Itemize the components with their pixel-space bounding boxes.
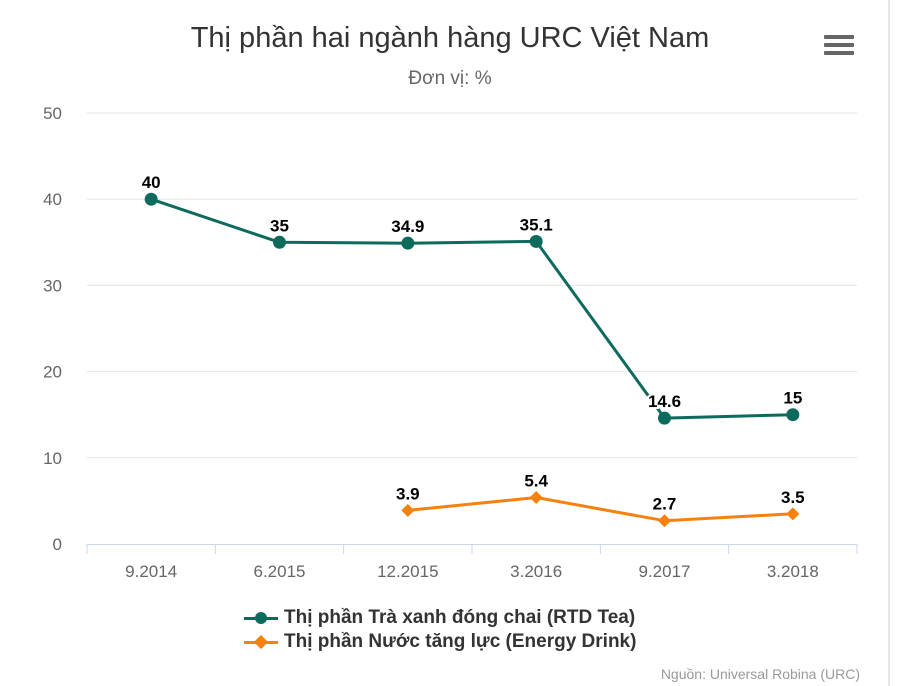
menu-bar [824, 51, 854, 55]
y-tick-label: 10 [43, 449, 62, 468]
source-credit: Nguồn: Universal Robina (URC) [660, 666, 860, 682]
data-label: 15 [783, 389, 802, 408]
data-label: 35.1 [520, 215, 553, 234]
data-point-tea [273, 235, 286, 249]
data-point-energy [658, 514, 671, 528]
data-point-tea [786, 408, 800, 422]
x-tick-label: 3.2016 [510, 562, 562, 581]
x-tick-label: 3.2018 [767, 562, 819, 581]
data-label: 35 [270, 216, 289, 235]
legend-marker-energy [244, 632, 278, 652]
series-line-0 [149, 197, 795, 420]
data-point-tea [401, 236, 415, 250]
data-label: 14.6 [648, 392, 681, 411]
y-tick-label: 20 [43, 363, 62, 382]
y-tick-label: 30 [43, 276, 62, 295]
data-point-tea [529, 234, 543, 248]
chart-title: Thị phần hai ngành hàng URC Việt Nam [190, 22, 710, 54]
menu-bar [824, 43, 854, 47]
data-label: 3.9 [396, 484, 420, 503]
data-point-tea [144, 192, 158, 206]
legend-marker-tea [244, 608, 278, 628]
data-label: 3.5 [781, 488, 805, 507]
legend-label-energy: Thị phần Nước tăng lực (Energy Drink) [284, 631, 637, 652]
data-point-energy [401, 503, 415, 517]
menu-bar [824, 35, 854, 39]
frame-border [888, 0, 890, 686]
legend-label-tea: Thị phần Trà xanh đóng chai (RTD Tea) [284, 607, 636, 628]
data-label: 34.9 [391, 217, 424, 236]
x-tick-label: 6.2015 [254, 562, 306, 581]
hamburger-menu-icon[interactable] [822, 32, 856, 62]
x-tick-label: 12.2015 [377, 562, 438, 581]
y-tick-label: 40 [43, 190, 62, 209]
y-tick-label: 0 [53, 535, 62, 554]
data-point-energy [529, 490, 543, 504]
legend-item-energy[interactable]: Thị phần Nước tăng lực (Energy Drink) [244, 630, 636, 654]
data-point-energy [786, 507, 800, 521]
data-label: 40 [142, 173, 161, 192]
x-tick-label: 9.2017 [639, 562, 691, 581]
data-label: 2.7 [653, 495, 677, 514]
x-tick-label: 9.2014 [125, 562, 177, 581]
chart-subtitle: Đơn vị: % [408, 68, 492, 89]
legend-item-tea[interactable]: Thị phần Trà xanh đóng chai (RTD Tea) [244, 606, 636, 630]
series-line-1 [406, 496, 795, 523]
data-label: 5.4 [524, 471, 548, 490]
legend: Thị phần Trà xanh đóng chai (RTD Tea) Th… [244, 606, 636, 654]
y-tick-label: 50 [43, 104, 62, 123]
data-point-tea [658, 411, 671, 425]
